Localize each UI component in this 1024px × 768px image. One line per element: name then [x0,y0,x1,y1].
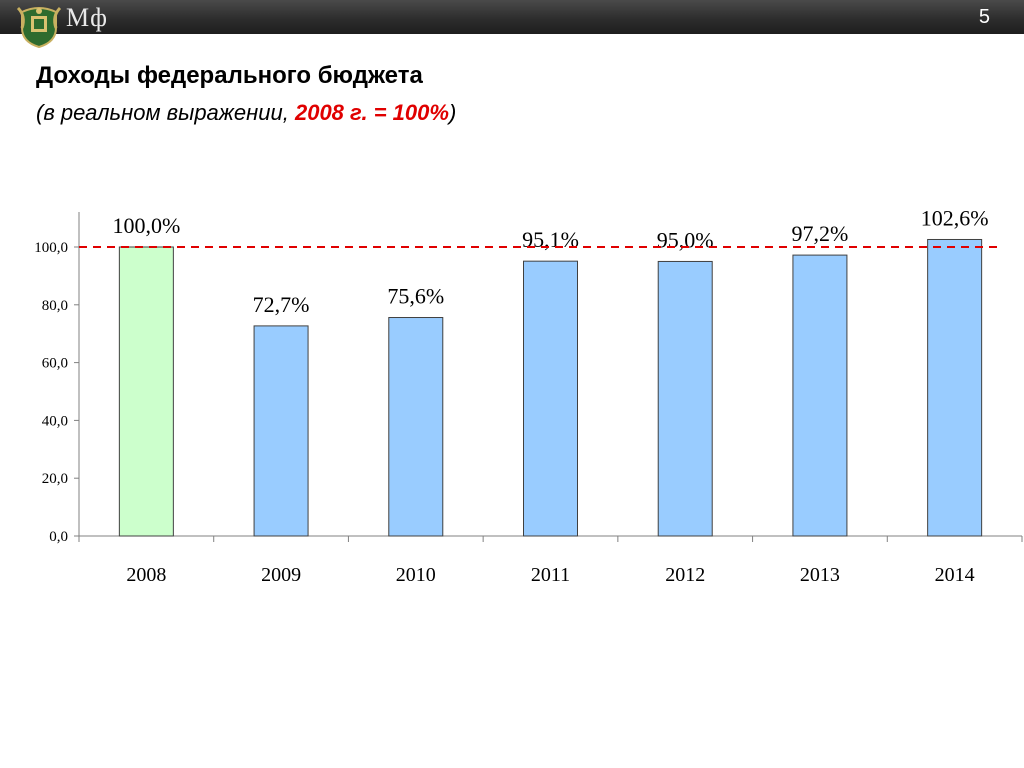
bar-2008 [118,246,174,537]
bar-2009 [253,325,309,537]
bar-2013 [792,254,848,537]
y-tick-label: 0,0 [49,529,68,545]
y-tick-label: 20,0 [42,471,68,487]
data-label: 72,7% [253,292,310,317]
y-tick-label: 60,0 [42,356,68,372]
x-category-label: 2014 [935,564,975,586]
brand-logo-text: Мф [66,3,108,32]
data-label: 100,0% [112,213,180,238]
slide-title: Доходы федерального бюджета [36,62,423,89]
y-tick-label: 100,0 [34,240,68,256]
y-tick-label: 80,0 [42,298,68,314]
x-category-label: 2008 [126,564,166,586]
header-bar: Мф 5 [0,0,1024,48]
subtitle-suffix: ) [448,100,457,125]
x-category-label: 2010 [396,564,436,586]
x-category-label: 2011 [531,564,570,586]
data-label: 75,6% [387,284,444,309]
y-tick-label: 40,0 [42,413,68,429]
bar-2014 [927,238,983,537]
data-label: 97,2% [792,221,849,246]
x-category-label: 2009 [261,564,301,586]
slide-number: 5 [978,6,990,28]
slide-subtitle: (в реальном выражении, 2008 г. = 100%) [36,100,456,126]
bar-2010 [388,317,444,537]
data-label: 102,6% [921,205,989,230]
subtitle-highlight: 2008 г. = 100% [294,100,449,125]
data-label: 95,0% [657,227,714,252]
bar-2012 [657,260,713,537]
data-label: 95,1% [522,227,579,252]
x-category-label: 2012 [665,564,705,586]
ministry-emblem-icon [16,6,62,48]
subtitle-prefix: (в реальном выражении, [36,100,295,125]
bar-2011 [523,260,578,537]
x-category-label: 2013 [800,564,840,586]
